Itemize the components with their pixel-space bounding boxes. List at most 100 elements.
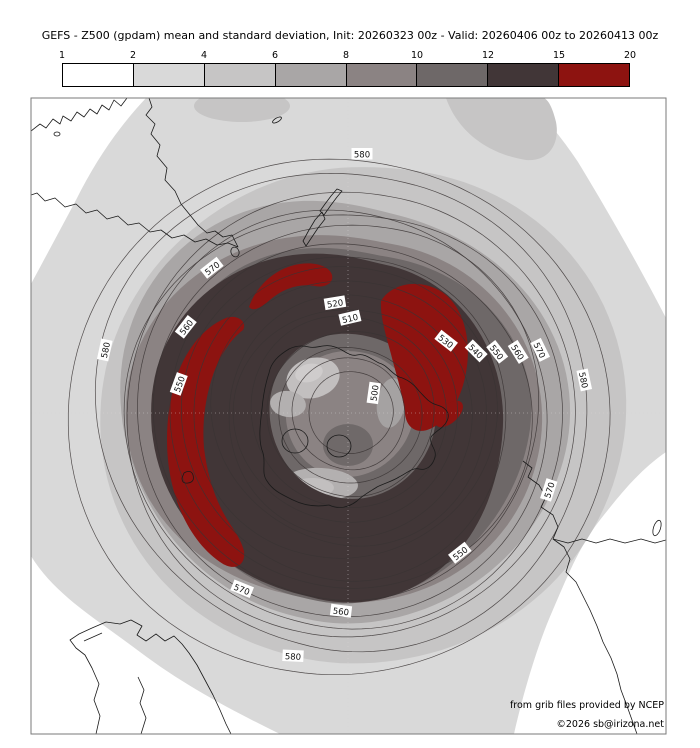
- std-band-4-6-top-blob: [446, 98, 557, 161]
- coastline-madagascar: [652, 519, 662, 537]
- contour-label-text: 560: [332, 607, 349, 619]
- std-band-1-2-corner-sw: [31, 556, 280, 734]
- interior-lighter-patch: [295, 363, 323, 383]
- contour-label: 500: [366, 381, 382, 405]
- contour-label-box: [323, 295, 347, 311]
- contour-label: 580: [576, 368, 593, 392]
- contour-label-box: [540, 478, 558, 502]
- mean-contour-closed-low: [281, 428, 309, 454]
- colorbar-tick-label: 10: [410, 50, 424, 61]
- mean-contour-570: [126, 191, 576, 638]
- colorbar-segment: [63, 64, 134, 86]
- contour-label-text: 510: [341, 313, 359, 326]
- contour-label-box: [329, 603, 353, 618]
- contour-label: 580: [282, 649, 304, 663]
- mean-contour-520: [250, 315, 447, 509]
- contour-label-box: [338, 309, 362, 326]
- mean-contour-530: [228, 294, 473, 539]
- contour-label-box: [434, 329, 458, 352]
- mean-contour-closed-low: [326, 434, 352, 458]
- contour-label-box: [169, 372, 188, 396]
- contour-label-box: [486, 340, 509, 364]
- std-band-4-6-top-blob: [194, 98, 290, 122]
- mean-contour-555: [152, 224, 539, 601]
- coastline-antarctica: [259, 345, 449, 508]
- mean-contour-575: [94, 172, 588, 653]
- mean-contour-515: [266, 331, 435, 497]
- colorbar-tick-label: 20: [623, 50, 637, 61]
- mean-contour-545: [181, 256, 507, 582]
- contour-label-box: [96, 338, 113, 362]
- coastline-patagonia-channels: [137, 676, 147, 734]
- coastline-new-zealand-north: [319, 188, 343, 216]
- mean-contour-525: [232, 309, 458, 523]
- chart-title: GEFS - Z500 (gpdam) mean and standard de…: [41, 29, 659, 42]
- contour-label: 580: [351, 148, 373, 161]
- credit-copyright-text: ©2026 sb@irizona.net: [556, 719, 664, 730]
- std-band-15-20-east-kidney: [380, 283, 468, 431]
- coastline-island: [272, 116, 282, 124]
- map-frame: [30, 97, 667, 735]
- contour-label-text: 580: [285, 652, 302, 663]
- colorbar-tick-label: 4: [200, 50, 208, 61]
- mean-contour-565: [123, 214, 563, 630]
- contour-label-box: [282, 649, 304, 663]
- contour-label-text: 580: [100, 341, 113, 359]
- coastline-south-america: [69, 619, 232, 734]
- std-band-15-20-north-crescent: [249, 263, 333, 310]
- std-band-15-20-east-tail: [435, 400, 463, 428]
- contour-label: 570: [540, 478, 558, 502]
- contour-label: 510: [338, 309, 362, 326]
- colorbar-tick-label: 8: [342, 50, 350, 61]
- colorbar-segment: [133, 64, 205, 86]
- coastline-australia: [31, 98, 239, 248]
- contour-label-box: [351, 148, 373, 160]
- mean-contour-535: [210, 280, 487, 547]
- contour-label-box: [448, 541, 472, 564]
- mean-contour-550: [169, 243, 533, 589]
- contour-label-text: 580: [576, 371, 589, 389]
- mean-contour-540: [193, 266, 498, 559]
- credit-source-text: from grib files provided by NCEP: [509, 700, 664, 711]
- contour-label-box: [174, 315, 197, 339]
- coastline-tasmania: [230, 246, 240, 258]
- contour-label-box: [530, 337, 550, 362]
- contour-label-text: 520: [326, 298, 344, 310]
- colorbar-tick-label: 15: [552, 50, 566, 61]
- interior-dark-patch: [323, 424, 373, 466]
- contour-label-text: 570: [543, 481, 558, 500]
- std-band-1-2-corner-nw: [31, 98, 146, 284]
- contour-label-box: [464, 339, 488, 363]
- contour-label: 580: [96, 338, 113, 362]
- colorbar-tick-row: 1 2 4 6 8 10 12 15 20: [59, 50, 636, 62]
- mean-contour-closed-tiny: [181, 471, 194, 484]
- colorbar-tick-label: 2: [129, 50, 137, 61]
- coastline-australia-north: [31, 98, 128, 132]
- contour-label-box: [200, 256, 224, 279]
- colorbar-segment: [417, 64, 489, 86]
- colorbar-tick-label: 12: [481, 50, 495, 61]
- mean-contour-580: [67, 158, 611, 676]
- contour-label-box: [230, 579, 254, 599]
- mean-contour-560: [137, 209, 548, 618]
- coastline-africa-south: [552, 538, 666, 544]
- contour-label-box: [366, 381, 381, 405]
- std-band-1-2-corner-se: [514, 452, 666, 734]
- contour-label-text: 500: [369, 384, 381, 401]
- contour-label: 560: [329, 603, 353, 619]
- mean-contour-500: [308, 371, 394, 454]
- colorbar: [62, 63, 630, 87]
- std-band-1-2-corner-ne: [525, 98, 666, 318]
- mean-contour-510: [278, 347, 423, 484]
- coastline-new-zealand-south: [302, 211, 326, 247]
- colorbar-segment: [346, 64, 418, 86]
- coastline-island: [53, 131, 61, 137]
- mean-contour-505: [291, 357, 406, 471]
- colorbar-tick-label: 6: [271, 50, 279, 61]
- colorbar-segment: [275, 64, 347, 86]
- contour-label-text: 580: [354, 151, 370, 161]
- interior-light-tongue: [376, 378, 406, 428]
- colorbar-segment: [488, 64, 560, 86]
- contour-label-box: [576, 368, 593, 392]
